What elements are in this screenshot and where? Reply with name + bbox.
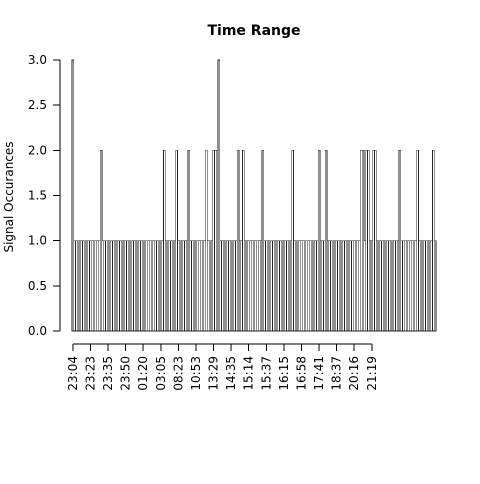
x-tick-label: 15:37 xyxy=(259,356,273,391)
bars-group xyxy=(71,59,437,332)
y-tick-label: 2.5 xyxy=(28,98,47,112)
chart-title: Time Range xyxy=(207,23,300,39)
bar xyxy=(217,59,221,332)
x-tick-label: 21:19 xyxy=(365,356,379,391)
x-tick-label: 16:58 xyxy=(294,356,308,391)
y-axis: 0.0 0.5 1.0 1.5 2.0 2.5 3.0 xyxy=(28,53,61,338)
x-tick-label: 08:23 xyxy=(171,356,185,391)
bar xyxy=(71,59,75,332)
x-tick-label: 23:50 xyxy=(119,356,133,391)
x-tick-label: 13:29 xyxy=(207,356,221,391)
y-tick-label: 1.0 xyxy=(28,234,47,248)
y-tick-label: 2.0 xyxy=(28,143,47,157)
y-tick-label: 1.5 xyxy=(28,189,47,203)
x-tick-label: 23:23 xyxy=(83,356,97,391)
x-tick-label: 20:16 xyxy=(347,356,361,391)
x-tick-label: 14:35 xyxy=(224,356,238,391)
x-tick-label: 23:35 xyxy=(101,356,115,391)
x-tick-label: 16:15 xyxy=(277,356,291,391)
x-axis: 23:04 23:23 23:35 23:50 01:20 03:05 08:23 10:53… xyxy=(66,343,379,391)
y-tick-label: 0.5 xyxy=(28,279,47,293)
x-tick-label: 10:53 xyxy=(189,356,203,391)
y-axis-label: Signal Occurances xyxy=(2,141,16,252)
x-tick-label: 17:41 xyxy=(312,356,326,391)
bar xyxy=(433,240,437,332)
x-tick-label: 23:04 xyxy=(66,356,80,391)
x-tick-label: 01:20 xyxy=(136,356,150,391)
x-tick-label: 18:37 xyxy=(330,356,344,391)
x-tick-label: 15:14 xyxy=(242,356,256,391)
y-tick-label: 0.0 xyxy=(28,324,47,338)
y-tick-label: 3.0 xyxy=(28,53,47,67)
x-tick-label: 03:05 xyxy=(154,356,168,391)
